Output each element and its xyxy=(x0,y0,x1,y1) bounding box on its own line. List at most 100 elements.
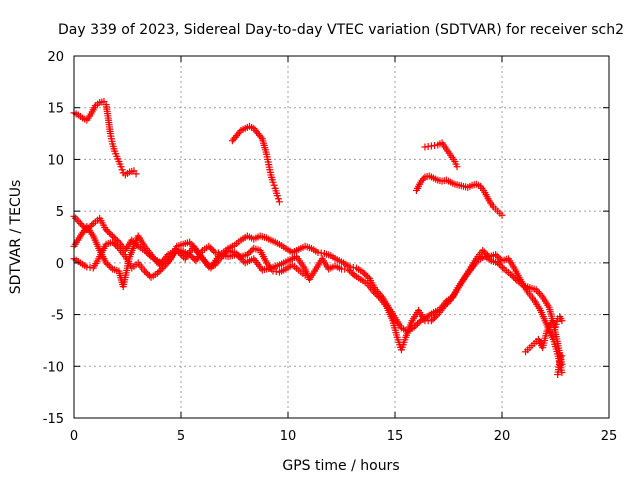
data-point-arc-5 xyxy=(76,220,84,228)
y-tick-label: 15 xyxy=(47,102,64,117)
data-point-arc-7 xyxy=(245,249,253,257)
grid xyxy=(74,56,609,418)
data-point-arc-6 xyxy=(347,268,355,276)
y-tick-label: 10 xyxy=(47,153,64,168)
data-point-arc-4 xyxy=(498,211,506,219)
data-point-arc-5 xyxy=(495,260,503,268)
data-points xyxy=(70,98,566,379)
y-axis-label: SDTVAR / TECUs xyxy=(8,180,24,295)
axis-ticks: 0 5 10 15 20 25 -15 -10 -5 0 5 10 15 20 xyxy=(43,50,618,444)
data-point-arc-6 xyxy=(492,251,500,259)
data-point-arc-7 xyxy=(144,270,152,278)
data-point-arc-2 xyxy=(270,181,278,189)
data-point-arc-7 xyxy=(248,246,256,254)
data-point-arc-7 xyxy=(221,250,229,258)
data-point-arc-5 xyxy=(75,218,83,226)
data-point-arc-6 xyxy=(104,260,112,268)
data-point-arc-5 xyxy=(205,242,213,250)
data-point-arc-1 xyxy=(118,166,126,174)
data-point-arc-2 xyxy=(235,128,243,136)
data-point-arc-6 xyxy=(482,250,490,258)
data-point-arc-6 xyxy=(429,315,437,323)
data-point-arc-7 xyxy=(155,268,163,276)
data-point-arc-6 xyxy=(479,246,487,254)
data-point-arc-6 xyxy=(163,252,171,260)
data-point-arc-6 xyxy=(176,250,184,258)
data-point-arc-6 xyxy=(442,301,450,309)
x-axis-label: GPS time / hours xyxy=(282,458,399,474)
data-point-arc-5 xyxy=(78,221,86,229)
data-point-arc-7 xyxy=(113,243,121,251)
data-point-arc-6 xyxy=(174,248,182,256)
data-point-arc-5 xyxy=(210,247,218,255)
data-point-arc-5 xyxy=(189,254,197,262)
data-point-arc-5 xyxy=(110,234,118,242)
data-point-arc-2 xyxy=(269,178,277,186)
data-point-arc-7 xyxy=(222,248,230,256)
data-point-arc-7 xyxy=(142,269,150,277)
y-tick-label: 20 xyxy=(47,50,64,65)
data-point-arc-5 xyxy=(507,270,515,278)
data-point-arc-5 xyxy=(364,273,372,281)
data-point-arc-7 xyxy=(141,267,149,275)
data-point-arc-6 xyxy=(346,267,354,275)
data-point-arc-5 xyxy=(109,232,117,240)
data-point-arc-5 xyxy=(359,268,367,276)
data-point-arc-5 xyxy=(497,262,505,270)
data-point-arc-5 xyxy=(105,229,113,237)
data-point-arc-7 xyxy=(157,266,165,274)
data-point-arc-6 xyxy=(443,299,451,307)
data-point-arc-6 xyxy=(440,302,448,310)
data-point-arc-6 xyxy=(480,248,488,256)
chart-title: Day 339 of 2023, Sidereal Day-to-day VTE… xyxy=(58,22,624,38)
data-point-arc-5 xyxy=(73,216,81,224)
data-point-arc-5 xyxy=(499,264,507,272)
data-point-arc-7 xyxy=(153,269,161,277)
x-tick-label: 5 xyxy=(177,429,185,444)
data-point-arc-6 xyxy=(107,264,115,272)
data-point-arc-1 xyxy=(117,163,125,171)
data-point-arc-6 xyxy=(493,252,501,260)
data-point-arc-7 xyxy=(158,265,166,273)
data-point-arc-5 xyxy=(508,272,516,280)
data-point-arc-5 xyxy=(413,320,421,328)
data-point-arc-7 xyxy=(556,358,564,366)
data-point-arc-6 xyxy=(344,265,352,273)
data-point-arc-6 xyxy=(105,262,113,270)
data-point-arc-5 xyxy=(535,289,543,297)
data-point-arc-6 xyxy=(102,259,110,267)
x-tick-label: 15 xyxy=(387,429,404,444)
data-point-arc-6 xyxy=(427,317,435,325)
data-point-arc-6 xyxy=(495,254,503,262)
data-point-arc-7 xyxy=(109,238,117,246)
data-point-arc-2 xyxy=(274,195,282,203)
data-point-arc-6 xyxy=(484,251,492,259)
data-point-arc-5 xyxy=(362,271,370,279)
data-point-arc-7 xyxy=(243,251,251,259)
data-point-arc-2 xyxy=(275,198,283,206)
data-point-arc-5 xyxy=(88,221,96,229)
x-tick-label: 0 xyxy=(70,429,78,444)
data-point-arc-7 xyxy=(557,355,565,363)
data-point-arc-5 xyxy=(208,245,216,253)
y-tick-label: -10 xyxy=(43,360,64,375)
data-point-arc-2 xyxy=(273,192,281,200)
data-point-arc-5 xyxy=(494,259,502,267)
data-point-arc-6 xyxy=(496,255,504,263)
data-point-arc-5 xyxy=(113,237,121,245)
data-point-arc-7 xyxy=(112,241,120,249)
x-tick-label: 10 xyxy=(280,429,297,444)
data-point-arc-2 xyxy=(257,133,265,141)
y-tick-label: -15 xyxy=(43,412,64,427)
y-tick-label: 0 xyxy=(56,257,64,272)
data-point-arc-8 xyxy=(558,317,566,325)
data-point-arc-6 xyxy=(371,289,379,297)
data-point-arc-6 xyxy=(374,292,382,300)
data-point-arc-6 xyxy=(445,298,453,306)
data-point-arc-7 xyxy=(301,271,309,279)
data-point-arc-3 xyxy=(453,163,461,171)
data-point-arc-5 xyxy=(415,318,423,326)
data-point-arc-5 xyxy=(72,214,80,222)
data-point-arc-6 xyxy=(432,312,440,320)
